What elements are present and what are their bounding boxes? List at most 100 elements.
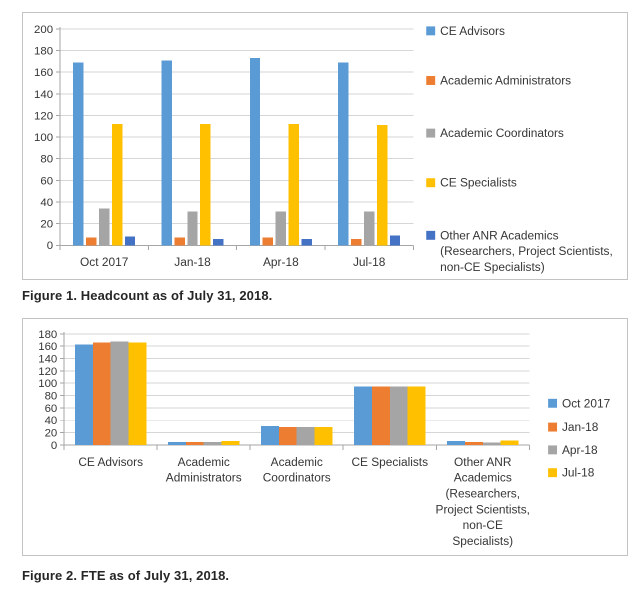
bar-academic-coordinators-apr-18	[275, 211, 287, 246]
y-tick-label: 200	[34, 24, 53, 36]
y-tick-label: 140	[38, 354, 57, 366]
y-tick-label: 40	[40, 197, 53, 209]
bar-jul-18-academic-coordinators	[314, 427, 333, 445]
legend-swatch-jul-18	[548, 468, 558, 478]
bar-academic-administrators-apr-18	[262, 237, 274, 246]
category-label: Academic	[271, 455, 323, 469]
bar-oct-2017-other-anr-academics-researchers-project-	[447, 441, 465, 445]
bar-jul-18-ce-specialists	[407, 386, 426, 445]
legend-label: Jul-18	[562, 466, 595, 480]
y-tick-label: 140	[34, 89, 53, 101]
category-label: Apr-18	[263, 255, 299, 269]
legend-label: Academic Coordinators	[440, 126, 564, 140]
figure2-fte-chart: 0 20 40 60 80 100 120 140 160 180 CE Advisors Acade…	[22, 318, 628, 556]
category-label: non-CE	[463, 518, 503, 532]
legend-label: Academic Administrators	[440, 73, 571, 87]
legend-swatch-other-anr-academics-researchers-project-	[426, 230, 436, 240]
headcount-bar-chart-canvas: 0 20 40 60 80 100 120 140 160 180 200 Oct 2017 Jan-1…	[34, 24, 613, 274]
bar-ce-specialists-jul-18	[376, 125, 388, 246]
legend-swatch-academic-coordinators	[426, 128, 436, 138]
bar-academic-coordinators-jan-18	[187, 211, 198, 246]
bar-academic-administrators-jul-18	[351, 238, 362, 246]
y-tick-label: 120	[34, 110, 53, 122]
y-tick-label: 0	[47, 240, 53, 252]
bar-jan-18-other-anr-academics-researchers-project-	[464, 441, 483, 445]
y-tick-label: 120	[38, 366, 57, 378]
bar-jan-18-ce-advisors	[92, 342, 111, 445]
bar-other-anr-academics-researchers-project--oct-2017	[124, 236, 136, 246]
category-label: CE Specialists	[351, 455, 428, 469]
bar-academic-administrators-jan-18	[174, 237, 185, 246]
legend-swatch-ce-specialists	[426, 178, 436, 188]
legend-swatch-apr-18	[548, 445, 558, 455]
bar-jul-18-academic-administrators	[221, 441, 240, 445]
y-tick-label: 80	[40, 154, 53, 166]
bar-apr-18-ce-advisors	[110, 341, 129, 445]
y-tick-label: 160	[34, 67, 53, 79]
category-label: (Researchers,	[445, 486, 520, 500]
legend-label: Other ANR Academics	[440, 228, 558, 242]
category-label: Jan-18	[174, 255, 211, 269]
y-tick-label: 80	[45, 391, 58, 403]
figure1-headcount-chart: 0 20 40 60 80 100 120 140 160 180 200 Oct 2017 Jan-1…	[22, 12, 628, 280]
category-label: Other ANR	[454, 455, 512, 469]
y-tick-label: 60	[45, 403, 58, 415]
bar-other-anr-academics-researchers-project--apr-18	[301, 238, 312, 246]
category-label: Administrators	[166, 471, 242, 485]
bar-oct-2017-academic-coordinators	[261, 425, 279, 445]
y-tick-label: 180	[34, 45, 53, 57]
figure2-caption: Figure 2. FTE as of July 31, 2018.	[22, 568, 230, 583]
bar-ce-specialists-oct-2017	[111, 124, 123, 246]
y-tick-label: 160	[38, 341, 57, 353]
bar-ce-advisors-jan-18	[161, 60, 172, 246]
legend-swatch-jan-18	[548, 422, 558, 432]
bar-apr-18-ce-specialists	[389, 386, 408, 445]
legend-label: Apr-18	[562, 443, 598, 457]
y-tick-label: 100	[38, 378, 57, 390]
legend-swatch-ce-advisors	[426, 26, 436, 36]
bar-ce-advisors-apr-18	[249, 58, 261, 246]
legend-swatch-oct-2017	[548, 398, 558, 408]
bar-oct-2017-ce-specialists	[354, 386, 372, 445]
bar-apr-18-other-anr-academics-researchers-project-	[482, 442, 501, 445]
legend-label: (Researchers, Project Scientists,	[440, 244, 613, 258]
bar-academic-coordinators-jul-18	[363, 211, 375, 246]
y-tick-label: 180	[38, 329, 57, 341]
category-label: Academics	[454, 471, 512, 485]
bar-ce-specialists-apr-18	[288, 124, 299, 246]
bar-oct-2017-ce-advisors	[75, 344, 93, 445]
bar-other-anr-academics-researchers-project--jan-18	[213, 238, 224, 246]
bar-ce-advisors-jul-18	[338, 62, 349, 246]
legend-label: non-CE Specialists)	[440, 260, 545, 274]
legend-label: Oct 2017	[562, 396, 610, 410]
y-tick-label: 20	[40, 219, 53, 231]
bar-jul-18-ce-advisors	[128, 342, 147, 445]
bar-ce-specialists-jan-18	[200, 124, 211, 246]
bar-academic-administrators-oct-2017	[86, 237, 97, 246]
category-label: Specialists)	[452, 534, 513, 548]
bar-jan-18-academic-administrators	[185, 441, 204, 445]
bar-oct-2017-academic-administrators	[168, 441, 186, 445]
bar-apr-18-academic-coordinators	[296, 427, 315, 445]
y-tick-label: 60	[40, 175, 53, 187]
bar-other-anr-academics-researchers-project--jul-18	[389, 235, 401, 246]
category-label: Academic	[178, 455, 230, 469]
bar-jan-18-ce-specialists	[371, 386, 390, 445]
y-tick-label: 20	[45, 428, 58, 440]
bar-academic-coordinators-oct-2017	[98, 208, 110, 246]
y-tick-label: 40	[45, 415, 58, 427]
legend-label: CE Advisors	[440, 24, 505, 38]
bar-apr-18-academic-administrators	[203, 441, 222, 445]
figure1-caption: Figure 1. Headcount as of July 31, 2018.	[22, 288, 273, 303]
bar-ce-advisors-oct-2017	[73, 62, 84, 246]
category-label: Coordinators	[263, 471, 331, 485]
category-label: Project Scientists,	[436, 502, 530, 516]
legend-swatch-academic-administrators	[426, 76, 436, 85]
category-label: Oct 2017	[80, 255, 129, 269]
y-tick-label: 0	[51, 440, 57, 452]
y-tick-label: 100	[34, 132, 53, 144]
bar-jul-18-other-anr-academics-researchers-project-	[500, 440, 519, 445]
bar-jan-18-academic-coordinators	[278, 427, 297, 445]
